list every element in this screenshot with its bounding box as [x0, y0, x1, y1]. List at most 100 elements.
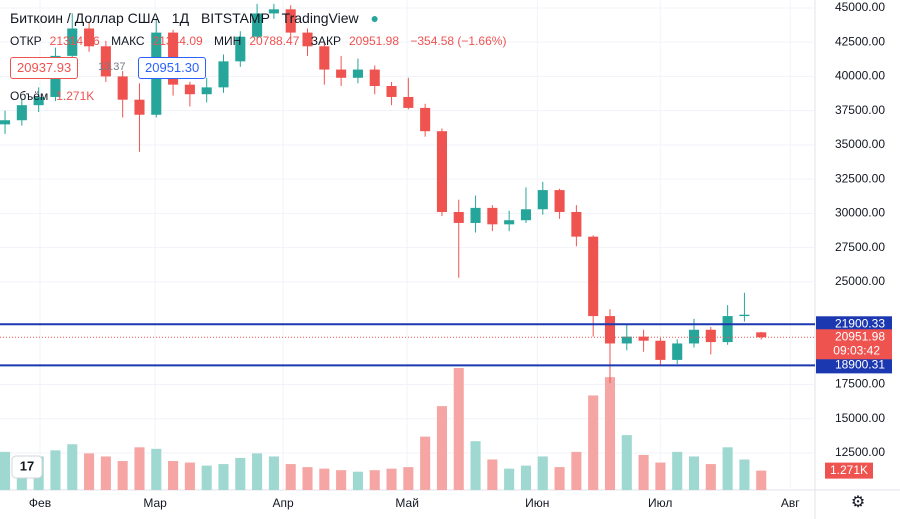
candle-body: [16, 105, 27, 121]
y-tick-label: 12500.00: [835, 445, 885, 459]
y-tick-label: 37500.00: [835, 103, 885, 117]
candle-body: [537, 190, 548, 210]
symbol[interactable]: Биткоин / Доллар США: [10, 10, 160, 26]
candle-body: [117, 76, 128, 100]
candle-body: [520, 209, 532, 221]
y-tick-label: 27500.00: [835, 240, 885, 254]
x-tick-label: Май: [395, 496, 419, 510]
volume-bar: [50, 450, 61, 490]
volume-bar: [336, 470, 347, 490]
candle-body: [201, 87, 212, 95]
volume-bar: [84, 453, 95, 490]
candle-body: [504, 220, 515, 225]
volume-bar: [722, 447, 733, 490]
candle-body: [705, 329, 716, 343]
volume-bar: [67, 444, 78, 490]
candle-body: [604, 316, 616, 344]
volume-bar: [168, 461, 179, 490]
candle-body: [268, 9, 279, 14]
candle-body: [33, 96, 44, 106]
candle-body: [756, 332, 767, 338]
y-tick-label: 42500.00: [835, 34, 885, 48]
sell-button[interactable]: 20937.93: [10, 57, 79, 79]
x-tick-label: Мар: [143, 496, 167, 510]
volume-bar: [252, 453, 263, 490]
candle-body: [235, 36, 246, 62]
volume-bar: [117, 461, 128, 490]
interval[interactable]: 1Д: [171, 10, 190, 26]
status-dot: ●: [370, 10, 379, 26]
price-tag: [816, 329, 892, 360]
volume-bar: [386, 468, 397, 490]
ohlc-label: ОТКР: [10, 34, 42, 48]
ohlc-value: 21314.26: [49, 34, 100, 48]
candle-body: [184, 84, 195, 95]
volume-bar: [672, 451, 683, 490]
y-tick-label: 17500.00: [835, 377, 885, 391]
volume-tag: [825, 462, 873, 479]
candle-body: [672, 343, 683, 360]
level-label: 18900.31: [835, 358, 885, 372]
candle-body: [252, 13, 263, 37]
candle-body: [470, 207, 481, 223]
volume-bar: [688, 456, 700, 490]
ohlc-value: 20788.47: [249, 34, 300, 48]
volume-bar: [537, 456, 548, 490]
volume-bar: [504, 468, 515, 490]
volume-bar: [218, 464, 229, 490]
volume-title: Объём: [10, 89, 49, 103]
y-tick-label: 30000.00: [835, 206, 885, 220]
volume-bar: [134, 447, 145, 490]
x-tick-label: Авг: [781, 496, 800, 510]
candle-body: [319, 46, 330, 70]
candle-body: [638, 336, 649, 341]
y-tick-label: 25000.00: [835, 274, 885, 288]
volume-bar: [739, 459, 750, 490]
candle-body: [218, 61, 229, 88]
settings-icon[interactable]: ⚙: [851, 494, 865, 511]
volume-bar: [201, 465, 212, 490]
volume-bar: [705, 464, 716, 490]
x-tick-label: Апр: [273, 496, 295, 510]
y-tick-label: 15000.00: [835, 411, 885, 425]
exchange: BITSTAMP: [200, 10, 270, 26]
buy-button[interactable]: 20951.30: [138, 57, 207, 79]
x-tick-label: Фев: [29, 496, 51, 510]
volume-bar: [655, 462, 666, 490]
candle-body: [285, 9, 296, 33]
level-label: 21900.33: [835, 316, 885, 330]
ohlc-label: МАКС: [111, 34, 145, 48]
volume-bar: [756, 470, 767, 490]
volume-tag-label: 1.271K: [830, 463, 868, 477]
volume-bar: [571, 451, 582, 490]
source: TradingView: [281, 10, 359, 26]
candle-body: [336, 69, 347, 78]
candle-body: [722, 316, 733, 343]
volume-value: 1.271K: [56, 89, 95, 103]
volume-bar: [470, 441, 481, 490]
candle-body: [134, 99, 145, 115]
volume-bar: [100, 456, 111, 490]
y-tick-label: 35000.00: [835, 137, 885, 151]
y-tick-label: 40000.00: [835, 69, 885, 83]
price-tag-label: 20951.98: [835, 329, 885, 343]
volume-bar: [520, 465, 532, 490]
candle-body: [403, 96, 414, 108]
volume-bar: [554, 467, 565, 490]
candle-body: [352, 69, 363, 78]
y-tick-label: 32500.00: [835, 171, 885, 185]
symbol-header: Биткоин / Доллар США 1Д BITSTAMP Trading…: [10, 10, 387, 26]
candle-body: [655, 340, 666, 360]
candle-body: [369, 69, 380, 87]
y-tick-label: 45000.00: [835, 0, 885, 14]
volume-bar: [403, 467, 414, 490]
volume-bar: [638, 454, 649, 490]
volume-bar: [369, 470, 380, 490]
volume-bar: [235, 457, 246, 490]
volume-bar: [319, 468, 330, 490]
ohlc-value: 20951.98: [348, 34, 400, 48]
candle-body: [67, 28, 78, 56]
candle-body: [487, 207, 498, 225]
